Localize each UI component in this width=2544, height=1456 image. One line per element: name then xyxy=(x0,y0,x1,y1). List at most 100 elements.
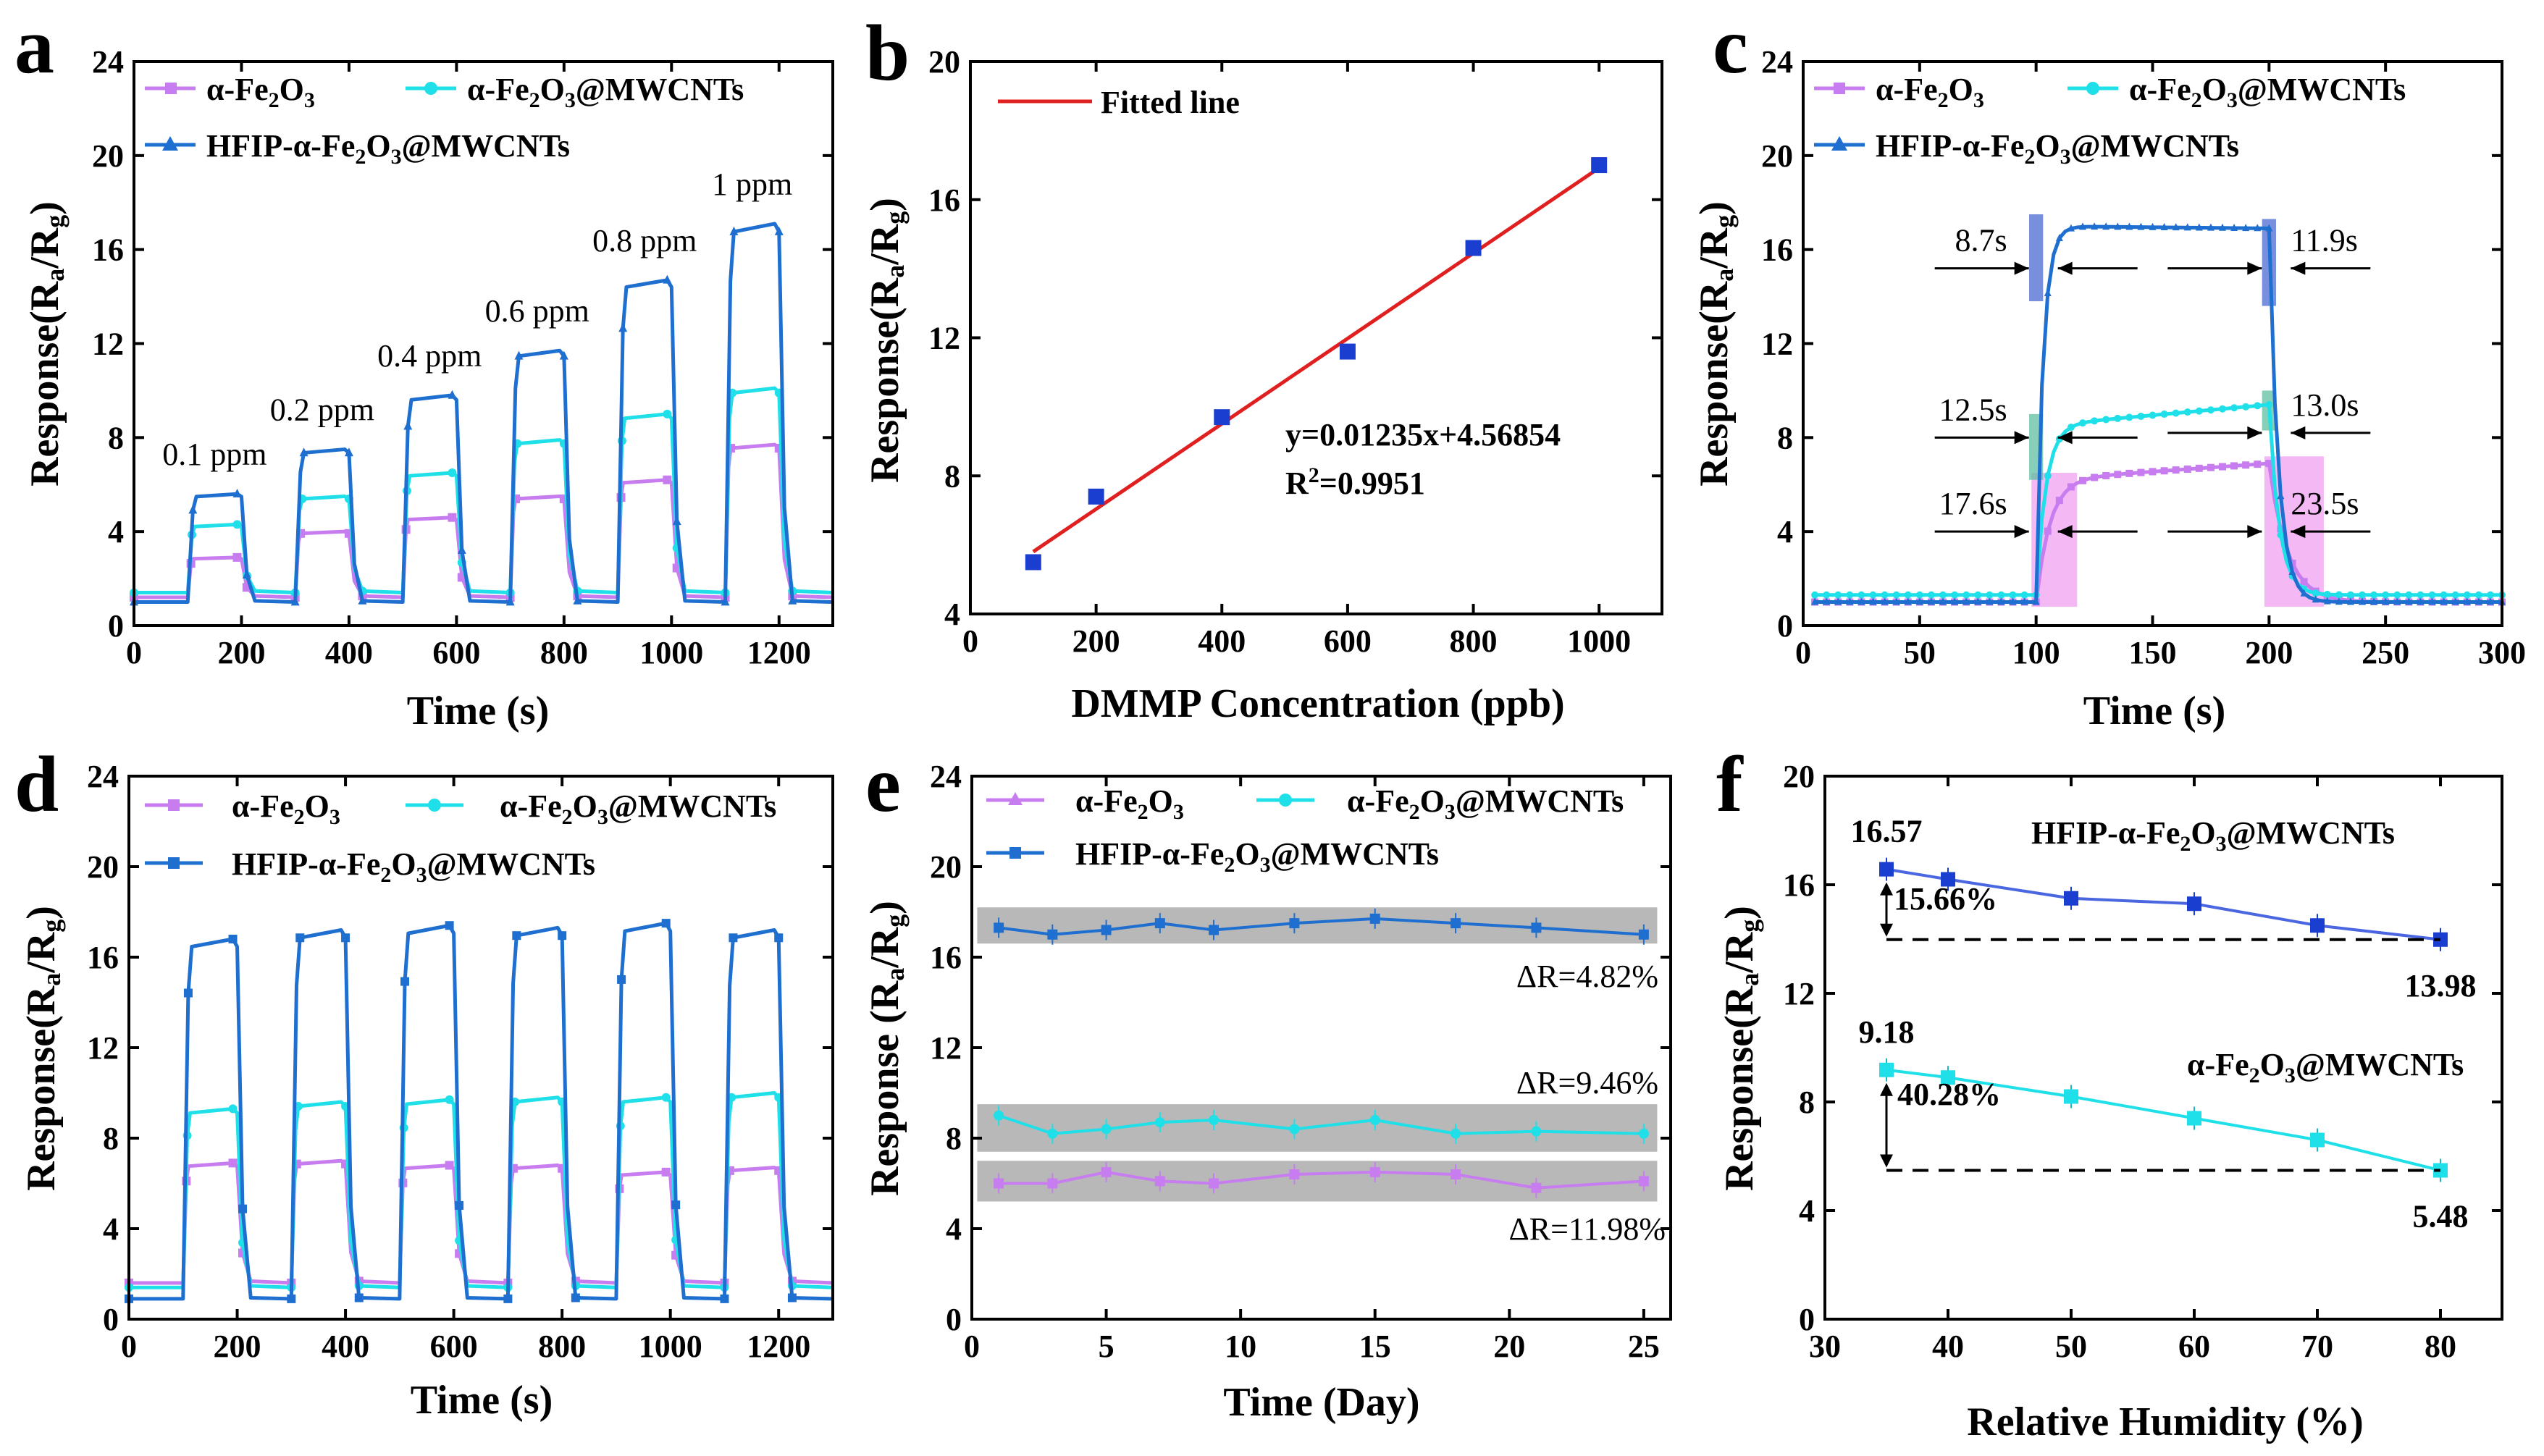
plot-b-fit-line xyxy=(1032,166,1600,554)
plot-c-marker xyxy=(2230,462,2238,470)
plot-e-line-1 xyxy=(998,1114,1644,1135)
plot-c-marker xyxy=(1834,597,1842,605)
plot-f-label-hfip: HFIP-α-Fe2O3@MWCNTs xyxy=(2031,815,2395,856)
plot-c-marker xyxy=(2312,595,2320,603)
plot-f-marker xyxy=(2310,918,2325,933)
plot-f-ylabel: Response(Ra/Rg) xyxy=(1717,906,1764,1191)
plot-c-ytick-label: 24 xyxy=(1761,44,1793,80)
legend-c-mwcnt: α-Fe2O3@MWCNTs xyxy=(2129,72,2406,112)
plot-c-marker xyxy=(2265,224,2273,232)
plot-e-xtick-label: 0 xyxy=(964,1329,980,1364)
plot-b-point xyxy=(1591,157,1608,174)
plot-b-point xyxy=(1465,240,1482,256)
plot-c-marker xyxy=(2183,223,2191,231)
plot-c-marker xyxy=(1927,597,1935,605)
plot-a-xtick-label: 200 xyxy=(217,635,265,670)
plot-c-arrowhead xyxy=(2291,426,2306,439)
plot-c-marker xyxy=(2335,597,2343,605)
plot-a-conc-label: 0.8 ppm xyxy=(592,223,697,258)
plot-c-xtick-label: 100 xyxy=(2012,635,2060,670)
plot-c-marker xyxy=(1962,591,1970,599)
plot-d-marker xyxy=(671,1200,681,1210)
plot-b-point xyxy=(1214,409,1230,426)
plot-c-marker xyxy=(2463,597,2471,605)
plot-c-marker xyxy=(2055,497,2063,505)
plot-c-marker xyxy=(2335,591,2343,599)
plot-c-line-0 xyxy=(1815,461,2503,605)
legend-a-hfip: HFIP-α-Fe2O3@MWCNTs xyxy=(206,128,570,169)
plot-c-marker xyxy=(2160,467,2168,475)
plot-b-ylabel: Response(Ra/Rg) xyxy=(862,198,910,483)
legend-c-fe2o3: α-Fe2O3 xyxy=(1876,72,1984,112)
plot-c-marker xyxy=(2172,409,2180,417)
plot-c-marker xyxy=(2079,222,2086,230)
plot-f-value-label: 13.98 xyxy=(2405,968,2477,1003)
plot-c-marker xyxy=(1811,597,1819,605)
plot-f-marker xyxy=(1879,862,1894,877)
plot-c-marker xyxy=(2044,527,2052,535)
legend-c-hfip: HFIP-α-Fe2O3@MWCNTs xyxy=(1876,128,2239,169)
plot-f-ytick-label: 4 xyxy=(1799,1193,1815,1229)
plot-c-marker xyxy=(2265,460,2273,468)
plot-c-marker xyxy=(1881,591,1889,599)
plot-f-value-label: 40.28% xyxy=(1897,1077,2001,1112)
plot-c-arrowhead xyxy=(2014,525,2029,539)
plot-a-xtick-label: 400 xyxy=(325,635,373,670)
plot-c-marker xyxy=(1881,597,1889,605)
plot-d-marker xyxy=(774,933,784,943)
plot-c-marker xyxy=(1939,597,1947,605)
plot-c-marker xyxy=(2067,224,2075,232)
plot-c-marker xyxy=(2114,471,2122,479)
plot-e-marker xyxy=(1101,1166,1112,1177)
plot-a-marker xyxy=(290,597,300,606)
plot-e-delta-mwcnt: ΔR=9.46% xyxy=(1516,1065,1658,1101)
plot-c-marker xyxy=(2382,597,2390,605)
panel-e: e 0 5 10 15 20 25 0 4 8 12 16 20 24 α-Fe2O3 α-Fe2O3@… xyxy=(862,740,1672,1425)
plot-c-marker xyxy=(2137,222,2145,230)
plot-e-marker xyxy=(1209,1115,1219,1125)
plot-b-xtick-label: 400 xyxy=(1198,623,1246,659)
plot-a-xtick-label: 0 xyxy=(126,635,142,670)
plot-c-marker xyxy=(2160,411,2168,418)
plot-a-legend: α-Fe2O3 α-Fe2O3@MWCNTs HFIP-α-Fe2O3@MWCN… xyxy=(145,72,744,169)
plot-c-marker xyxy=(2451,597,2459,605)
plot-d-marker xyxy=(341,933,350,943)
plot-a-conc-label: 0.4 ppm xyxy=(377,338,482,374)
legend-e-fe2o3: α-Fe2O3 xyxy=(1075,783,1184,824)
plot-e-marker xyxy=(1209,1178,1219,1189)
plot-d-marker xyxy=(661,1093,671,1102)
plot-d-legend: α-Fe2O3 α-Fe2O3@MWCNTs HFIP-α-Fe2O3@MWCN… xyxy=(145,788,776,887)
plot-f-xtick-label: 60 xyxy=(2178,1329,2210,1364)
plot-a-marker xyxy=(448,468,457,478)
plot-a-conc-label: 0.2 ppm xyxy=(270,392,374,428)
plot-f-xtick-label: 70 xyxy=(2301,1329,2333,1364)
plot-c-xtick-label: 50 xyxy=(1904,635,1936,670)
plot-c-marker xyxy=(2032,597,2040,605)
plot-c-marker xyxy=(2277,531,2285,539)
plot-b-r2: R2=0.9951 xyxy=(1285,463,1425,501)
plot-c-marker xyxy=(2486,591,2494,599)
plot-f-series xyxy=(1879,857,2448,1182)
plot-d-xtick-label: 1000 xyxy=(639,1329,702,1364)
plot-c-marker xyxy=(2207,463,2215,471)
plot-e-marker xyxy=(994,1110,1004,1121)
plot-f-marker xyxy=(1879,1062,1894,1077)
plot-c-marker xyxy=(1834,591,1842,599)
plot-c-marker xyxy=(2230,223,2238,231)
plot-c-marker xyxy=(1986,597,1994,605)
plot-e-series xyxy=(977,907,1658,1202)
plot-a-marker xyxy=(663,475,672,484)
plot-f-xtick-label: 80 xyxy=(2425,1329,2456,1364)
plot-a-marker xyxy=(663,274,672,284)
legend-b-fit: Fitted line xyxy=(1101,85,1240,120)
plot-e-marker xyxy=(1531,1182,1542,1193)
plot-a-ytick-label: 24 xyxy=(92,44,124,80)
plot-c-marker xyxy=(2440,597,2448,605)
plot-d-marker xyxy=(228,1158,238,1168)
plot-c-marker xyxy=(1997,597,2005,605)
plot-c-marker xyxy=(2020,591,2028,599)
plot-d-xlabel: Time (s) xyxy=(411,1378,553,1423)
plot-a-marker xyxy=(448,390,457,399)
plot-c-marker xyxy=(2149,222,2157,230)
plot-a-xtick-label: 1200 xyxy=(747,635,811,670)
